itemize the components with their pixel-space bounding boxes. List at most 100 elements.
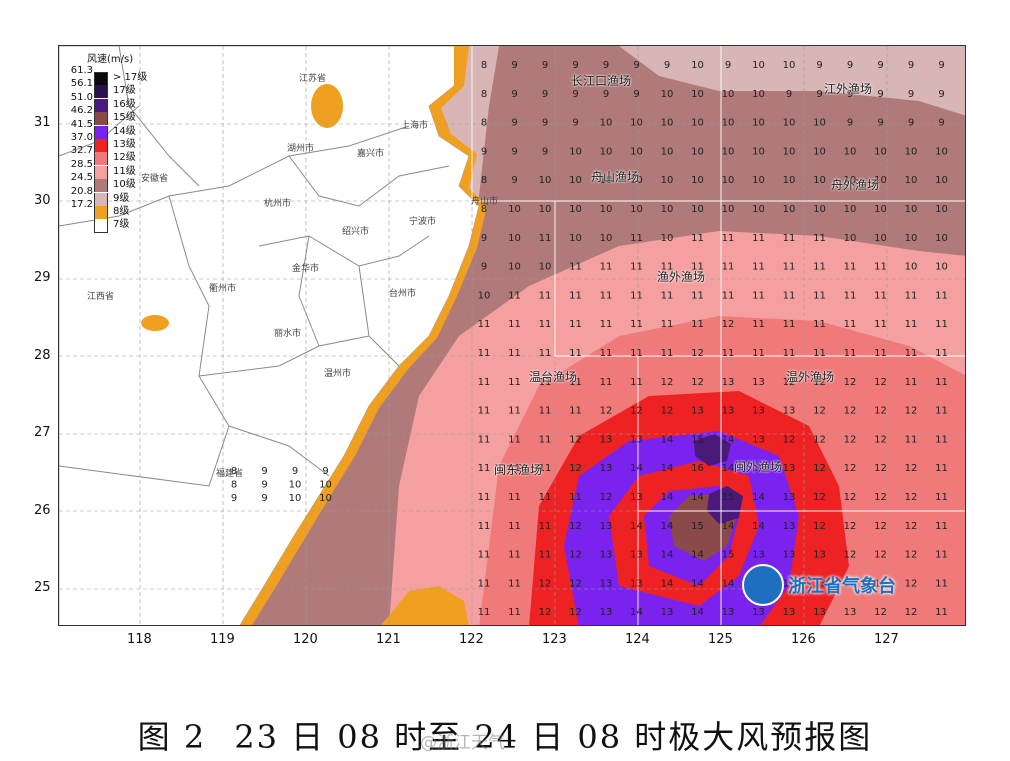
grid-value: 13 (783, 607, 796, 618)
legend-value: 61.3 (70, 65, 93, 76)
place-label-zhoushan: 舟山市 (471, 197, 499, 207)
grid-value: 12 (569, 550, 582, 561)
grid-value: 10 (813, 204, 826, 215)
legend-item: 7级 (83, 219, 163, 234)
coast-grid-value: 8 (231, 466, 237, 477)
grid-value: 10 (569, 233, 582, 244)
grid-value: 13 (844, 607, 857, 618)
grid-value: 9 (908, 89, 914, 100)
legend-item: 24.5 10级 (71, 172, 163, 193)
grid-value: 13 (752, 406, 765, 417)
grid-value: 11 (478, 463, 491, 474)
legend-item: 41.5 14级 (71, 119, 163, 139)
grid-value: 11 (935, 521, 948, 532)
grid-value: 10 (508, 204, 521, 215)
place-label-jiangsu: 江苏省 (299, 74, 327, 84)
grid-value: 12 (874, 377, 887, 388)
grid-value: 12 (813, 492, 826, 503)
grid-value: 12 (905, 607, 918, 618)
legend-value: 37.0 (70, 132, 93, 143)
grid-value: 10 (661, 89, 674, 100)
grid-value: 11 (478, 607, 491, 618)
grid-value: 12 (874, 492, 887, 503)
place-label-fujian: 福建省 (216, 469, 244, 479)
grid-value: 11 (478, 348, 491, 359)
legend-swatch (94, 98, 108, 112)
grid-value: 10 (569, 204, 582, 215)
grid-value: 11 (539, 377, 552, 388)
grid-value: 10 (905, 204, 918, 215)
grid-value: 11 (478, 377, 491, 388)
grid-value: 14 (722, 463, 735, 474)
grid-value: 10 (600, 175, 613, 186)
grid-value: 11 (783, 233, 796, 244)
grid-value: 8 (481, 60, 487, 71)
fishing-ground-yuwai: 渔外渔场 (657, 270, 706, 284)
legend-class-label: 12级 (113, 152, 136, 164)
grid-value: 10 (813, 118, 826, 129)
grid-value: 9 (877, 89, 883, 100)
grid-value: 8 (481, 118, 487, 129)
grid-value: 10 (722, 175, 735, 186)
grid-value: 13 (630, 550, 643, 561)
grid-value: 11 (844, 319, 857, 330)
grid-value: 14 (661, 463, 674, 474)
grid-value: 9 (572, 118, 578, 129)
grid-value: 14 (691, 492, 704, 503)
legend-swatch (94, 72, 108, 86)
grid-value: 10 (752, 175, 765, 186)
grid-value: 10 (600, 146, 613, 157)
grid-value: 11 (935, 348, 948, 359)
coast-grid-value: 9 (292, 466, 298, 477)
x-tick-label: 126 (791, 632, 816, 647)
grid-value: 11 (600, 377, 613, 388)
grid-value: 9 (511, 89, 517, 100)
legend-value: 24.5 (70, 172, 93, 184)
grid-value: 13 (722, 607, 735, 618)
grid-value: 11 (844, 262, 857, 273)
grid-value: 11 (813, 262, 826, 273)
grid-value: 11 (813, 319, 826, 330)
grid-value: 11 (478, 319, 491, 330)
legend-swatch (94, 206, 108, 219)
place-label-huzhou: 湖州市 (287, 144, 315, 154)
grid-value: 11 (508, 434, 521, 445)
grid-value: 10 (661, 146, 674, 157)
grid-value: 10 (752, 118, 765, 129)
grid-value: 13 (600, 434, 613, 445)
legend-value: 56.1 (70, 78, 93, 90)
grid-value: 13 (661, 607, 674, 618)
grid-value: 12 (844, 377, 857, 388)
x-tick-label: 121 (376, 632, 401, 647)
grid-value: 13 (752, 463, 765, 474)
grid-value: 11 (661, 348, 674, 359)
grid-value: 12 (691, 348, 704, 359)
grid-value: 9 (511, 175, 517, 186)
grid-value: 13 (783, 406, 796, 417)
grid-value: 11 (661, 319, 674, 330)
legend-class-label: 8级 (113, 206, 130, 217)
grid-value: 12 (569, 463, 582, 474)
grid-value: 10 (722, 204, 735, 215)
grid-value: 11 (691, 290, 704, 301)
grid-value: 12 (813, 463, 826, 474)
legend-class-label: 7级 (113, 219, 130, 231)
grid-value: 11 (478, 406, 491, 417)
grid-value: 10 (905, 262, 918, 273)
fishing-ground-changjiangkou: 长江口渔场 (571, 74, 632, 88)
grid-value: 9 (633, 89, 639, 100)
grid-value: 13 (722, 377, 735, 388)
place-label-shaoxing: 绍兴市 (342, 227, 370, 237)
grid-value: 14 (661, 578, 674, 589)
grid-value: 11 (691, 262, 704, 273)
grid-value: 11 (813, 290, 826, 301)
grid-value: 10 (691, 175, 704, 186)
grid-value: 10 (935, 262, 948, 273)
legend-value: 20.8 (70, 185, 93, 197)
grid-value: 15 (691, 521, 704, 532)
grid-value: 12 (844, 492, 857, 503)
grid-value: 12 (905, 406, 918, 417)
grid-value: 13 (783, 492, 796, 503)
grid-value: 11 (935, 434, 948, 445)
